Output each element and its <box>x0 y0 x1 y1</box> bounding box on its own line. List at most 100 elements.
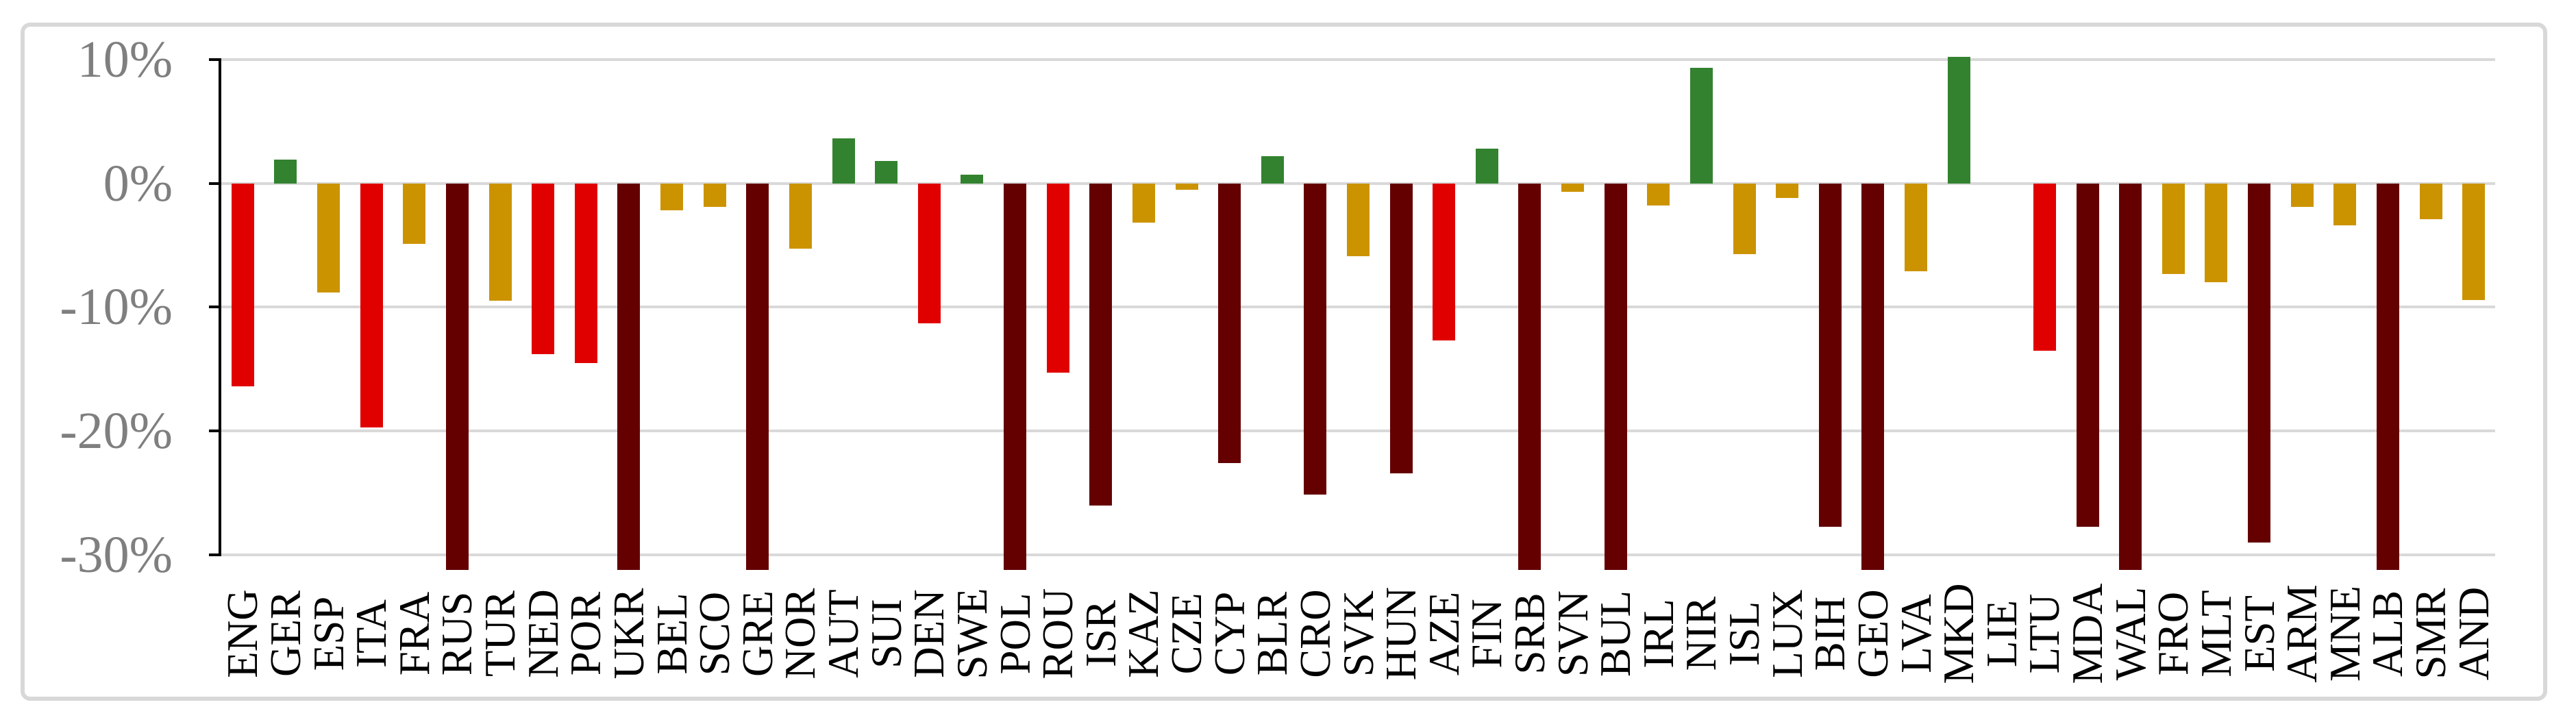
bar-FRA <box>403 183 426 245</box>
x-axis-label-HUN: HUN <box>1377 586 1426 681</box>
bar-ARM <box>2290 183 2314 207</box>
x-axis-label-IRL: IRL <box>1634 599 1683 669</box>
x-axis-label-MDA: MDA <box>2064 583 2112 684</box>
bar-ISR <box>1089 183 1113 506</box>
y-tick-label-10: 10% <box>77 30 173 88</box>
bar-AZE <box>1433 183 1456 341</box>
bar-ISL <box>1733 183 1756 254</box>
bar-SWE <box>961 174 984 184</box>
plot-area <box>221 31 2495 570</box>
y-tick-label--10: -10% <box>60 278 173 336</box>
x-axis-label-LVA: LVA <box>1892 594 1940 673</box>
bar-KAZ <box>1132 183 1155 223</box>
bar-LTU <box>2033 183 2056 351</box>
x-axis-label-ISL: ISL <box>1720 601 1769 667</box>
x-axis-label-AUT: AUT <box>819 589 868 678</box>
bar-MLT <box>2205 183 2228 283</box>
x-axis-label-SVN: SVN <box>1548 590 1597 677</box>
x-axis-label-SCO: SCO <box>691 591 739 676</box>
bar-NED <box>532 183 555 355</box>
x-axis-label-SVK: SVK <box>1334 590 1383 677</box>
x-axis-label-FRA: FRA <box>390 591 438 676</box>
bar-BUL <box>1604 183 1627 570</box>
x-axis-label-LTU: LTU <box>2020 593 2069 674</box>
gridline-10 <box>221 58 2495 61</box>
bar-WAL <box>2119 183 2142 570</box>
y-axis-tick-10 <box>209 58 221 61</box>
y-axis-tick--20 <box>209 430 221 433</box>
bar-NOR <box>789 183 812 249</box>
bar-LUX <box>1776 183 1799 199</box>
gridline--20 <box>221 430 2495 433</box>
x-axis-label-UKR: UKR <box>604 588 653 680</box>
y-axis-tick--10 <box>209 306 221 309</box>
x-axis-label-BEL: BEL <box>647 593 696 675</box>
bar-GEO <box>1861 183 1885 570</box>
x-axis-label-EST: EST <box>2235 595 2283 673</box>
bar-FIN <box>1475 148 1498 184</box>
x-axis-label-MKD: MKD <box>1935 583 1983 684</box>
bar-ALB <box>2376 183 2399 570</box>
bar-ROU <box>1046 183 1069 373</box>
bar-CRO <box>1304 183 1327 495</box>
x-axis-label-KAZ: KAZ <box>1119 589 1168 678</box>
bar-MNE <box>2333 183 2357 226</box>
x-axis-label-SUI: SUI <box>862 599 911 669</box>
y-axis-tick-0 <box>209 182 221 185</box>
x-axis-label-ESP: ESP <box>304 596 353 671</box>
x-axis-label-POR: POR <box>562 591 610 676</box>
bar-ITA <box>360 183 383 427</box>
bar-MDA <box>2076 183 2099 527</box>
x-axis-label-LIE: LIE <box>1977 600 2026 667</box>
bar-EST <box>2248 183 2271 543</box>
bar-POR <box>574 183 597 363</box>
x-axis-label-DEN: DEN <box>905 589 954 678</box>
gridline--10 <box>221 306 2495 309</box>
bar-TUR <box>488 183 512 301</box>
x-axis-label-ALB: ALB <box>2364 590 2412 677</box>
x-axis-label-ITA: ITA <box>347 599 396 668</box>
x-axis-label-SWE: SWE <box>948 588 996 680</box>
bar-DEN <box>917 183 941 323</box>
bar-BLR <box>1261 155 1284 184</box>
bar-MKD <box>1947 56 1970 184</box>
x-axis-label-CYP: CYP <box>1205 591 1254 676</box>
x-axis-label-ARM: ARM <box>2278 584 2327 683</box>
x-axis-label-FRO: FRO <box>2149 591 2198 676</box>
x-axis-label-ENG: ENG <box>219 589 267 678</box>
bar-GER <box>274 160 297 184</box>
x-axis-label-AND: AND <box>2449 586 2498 681</box>
x-axis-label-RUS: RUS <box>433 591 482 676</box>
x-axis-label-TUR: TUR <box>476 590 525 677</box>
bar-SUI <box>875 160 898 184</box>
x-axis-label-NOR: NOR <box>776 588 825 680</box>
x-axis-label-MLT: MLT <box>2192 590 2240 677</box>
x-axis-label-ISR: ISR <box>1076 599 1125 668</box>
y-tick-label-0: 0% <box>103 154 173 212</box>
x-axis-label-NED: NED <box>519 589 567 678</box>
x-axis-label-CZE: CZE <box>1163 593 1211 675</box>
bar-HUN <box>1389 183 1413 473</box>
x-axis-label-SMR: SMR <box>2407 588 2455 680</box>
bar-AUT <box>832 138 855 184</box>
x-axis-label-FIN: FIN <box>1463 599 1511 669</box>
x-axis-label-WAL: WAL <box>2106 586 2155 681</box>
bar-CYP <box>1218 183 1241 464</box>
bar-LVA <box>1905 183 1928 271</box>
bar-BEL <box>660 183 684 211</box>
x-axis-label-AZE: AZE <box>1420 591 1468 676</box>
bar-IRL <box>1647 183 1670 206</box>
bar-SVK <box>1347 183 1370 257</box>
bar-RUS <box>445 183 469 570</box>
x-axis-label-GER: GER <box>261 590 310 677</box>
y-axis-tick--30 <box>209 553 221 557</box>
x-axis-label-CRO: CRO <box>1291 589 1339 678</box>
x-axis-label-GEO: GEO <box>1848 589 1897 678</box>
x-axis-label-POL: POL <box>991 593 1039 675</box>
x-axis-label-ROU: ROU <box>1034 588 1082 680</box>
bar-GRE <box>746 183 769 570</box>
bar-CZE <box>1175 183 1198 190</box>
x-axis-label-LUX: LUX <box>1763 589 1811 678</box>
x-axis-label-BLR: BLR <box>1248 591 1297 676</box>
